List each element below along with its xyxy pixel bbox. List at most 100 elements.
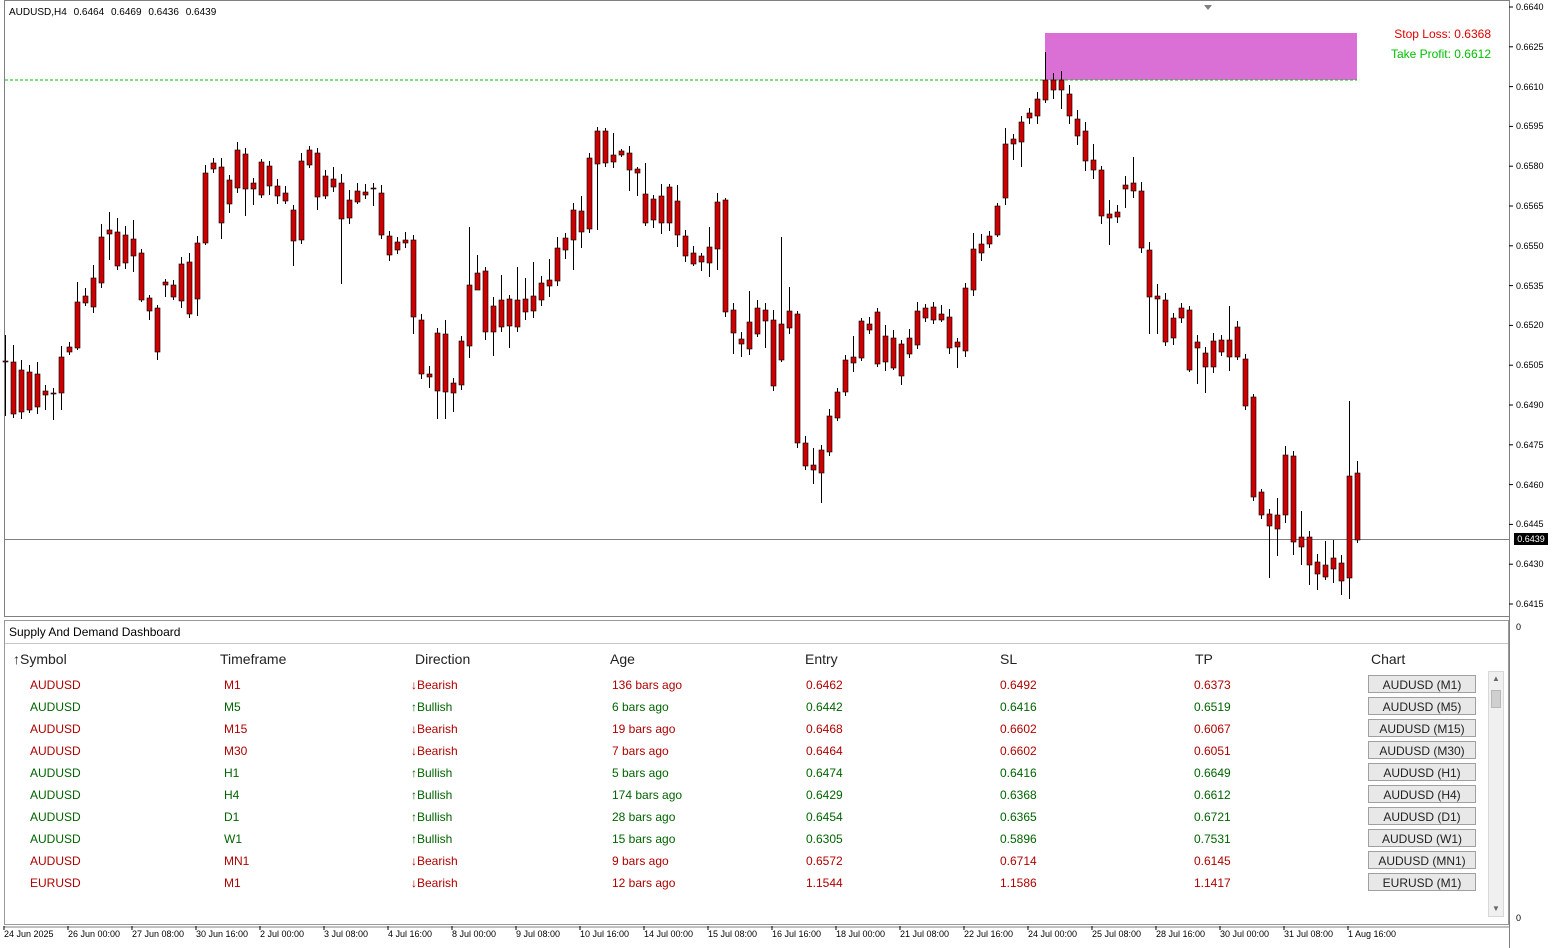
row-symbol: AUDUSD [30, 744, 81, 758]
row-symbol: AUDUSD [30, 788, 81, 802]
candle-bear [26, 371, 33, 411]
open-chart-button[interactable]: AUDUSD (W1) [1368, 829, 1476, 847]
candle-bear [450, 382, 457, 394]
candle-bear [746, 321, 753, 350]
scroll-down-icon[interactable]: ▼ [1492, 904, 1500, 913]
candle-bear [770, 319, 777, 387]
row-entry: 0.6474 [806, 766, 843, 780]
header-timeframe[interactable]: Timeframe [220, 651, 287, 667]
open-chart-button[interactable]: AUDUSD (H4) [1368, 785, 1476, 803]
time-axis-label: 21 Jul 08:00 [900, 929, 950, 939]
candle-bear [1250, 396, 1257, 498]
candle-bear [594, 130, 601, 165]
row-age: 7 bars ago [612, 744, 669, 758]
row-timeframe: D1 [224, 810, 240, 824]
candle-bear [1042, 79, 1049, 101]
open-chart-button[interactable]: AUDUSD (M5) [1368, 697, 1476, 715]
candle-bear [666, 186, 673, 224]
candle-bear [418, 319, 425, 375]
candle-bear [234, 149, 241, 189]
scroll-thumb[interactable] [1491, 690, 1501, 708]
open-chart-button[interactable]: AUDUSD (M1) [1368, 675, 1476, 693]
open-chart-button[interactable]: AUDUSD (D1) [1368, 807, 1476, 825]
row-direction: ↑Bullish [411, 832, 452, 846]
scroll-up-icon[interactable]: ▲ [1492, 674, 1500, 683]
row-timeframe: MN1 [224, 854, 250, 868]
candle-bear [754, 307, 761, 335]
candle-bear [1194, 341, 1201, 349]
candle-bear [818, 449, 825, 474]
candle-bear [194, 242, 201, 300]
time-axis-label: 3 Jul 08:00 [324, 929, 369, 939]
open-chart-button[interactable]: AUDUSD (H1) [1368, 763, 1476, 781]
candle-bear [994, 205, 1001, 236]
row-timeframe: M30 [224, 744, 248, 758]
row-direction: ↓Bearish [411, 744, 458, 758]
price-axis-label: 0.6550 [1516, 240, 1544, 251]
candle-bear [58, 356, 65, 394]
candle-bear [626, 152, 633, 171]
candle-bear [1066, 93, 1073, 117]
row-sl: 0.6714 [1000, 854, 1037, 868]
candle-bear [570, 209, 577, 241]
row-direction: ↓Bearish [411, 678, 458, 692]
supply-demand-dashboard: Supply And Demand Dashboard ↑Symbol Time… [4, 620, 1509, 925]
time-axis-label: 4 Jul 16:00 [388, 929, 433, 939]
row-sl: 0.6416 [1000, 766, 1037, 780]
candle-bear [458, 340, 465, 386]
header-age[interactable]: Age [610, 651, 635, 667]
supply-zone [1045, 33, 1357, 80]
candle-bear [1162, 299, 1169, 343]
open-chart-button[interactable]: AUDUSD (M30) [1368, 741, 1476, 759]
candle-bear [1186, 309, 1193, 371]
arrow-down-icon: ↓ [411, 854, 417, 868]
candle-bear [290, 209, 297, 242]
row-sl: 0.5896 [1000, 832, 1037, 846]
candle-bear [1010, 138, 1017, 145]
candle-bear [850, 356, 857, 364]
row-age: 19 bars ago [612, 722, 676, 736]
candle-bear [154, 307, 161, 353]
candle-bear [1282, 454, 1289, 516]
symbol-info: AUDUSD,H4 0.6464 0.6469 0.6436 0.6439 [9, 7, 220, 18]
row-symbol: AUDUSD [30, 832, 81, 846]
dashboard-scrollbar[interactable]: ▲ ▼ [1488, 671, 1504, 917]
take-profit-label: Take Profit: 0.6612 [1390, 47, 1491, 61]
price-axis-label: 0.6610 [1516, 81, 1544, 92]
price-axis-label: 0.6490 [1516, 400, 1544, 410]
time-axis-label: 26 Jun 00:00 [68, 929, 121, 939]
open-chart-button[interactable]: AUDUSD (MN1) [1368, 851, 1476, 869]
open-chart-button[interactable]: AUDUSD (M15) [1368, 719, 1476, 737]
time-axis-label: 31 Jul 08:00 [1284, 929, 1334, 939]
header-direction[interactable]: Direction [415, 651, 471, 667]
candle-bear [42, 390, 49, 396]
header-entry[interactable]: Entry [805, 651, 838, 667]
header-sl[interactable]: SL [1000, 651, 1018, 667]
candle-bear [826, 415, 833, 453]
candle-bear [18, 369, 25, 413]
open-chart-button[interactable]: EURUSD (M1) [1368, 873, 1476, 891]
candle-bear [474, 272, 481, 291]
direction-label: Bullish [417, 766, 453, 780]
row-symbol: AUDUSD [30, 854, 81, 868]
time-axis-label: 24 Jul 00:00 [1028, 929, 1078, 939]
candle-bear [682, 235, 689, 257]
candle-bear [114, 231, 121, 267]
header-symbol[interactable]: ↑Symbol [13, 651, 67, 667]
candle-bear [962, 287, 969, 352]
candle-bear [1226, 339, 1233, 358]
candle-bear [778, 323, 785, 361]
candle-bear [970, 248, 977, 291]
candle-bear [498, 299, 505, 328]
candle-bear [314, 152, 321, 198]
row-sl: 0.6602 [1000, 744, 1037, 758]
header-tp[interactable]: TP [1195, 651, 1213, 667]
candle-bear [490, 305, 497, 333]
candle-bear [1058, 79, 1065, 91]
candle-bear [1098, 169, 1105, 217]
candle-bear [274, 185, 281, 197]
row-entry: 0.6454 [806, 810, 843, 824]
candle-bear [522, 298, 529, 313]
row-timeframe: W1 [224, 832, 242, 846]
